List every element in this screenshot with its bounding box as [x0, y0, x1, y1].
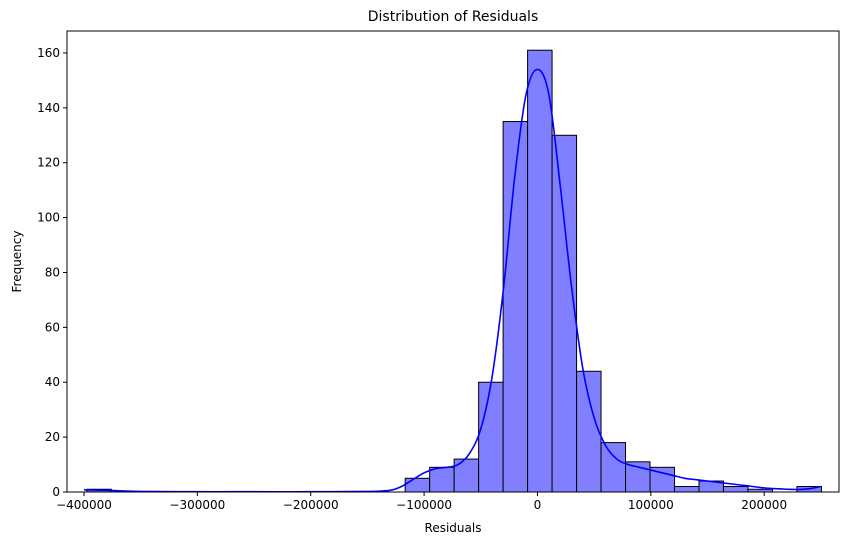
x-axis-label: Residuals: [425, 521, 482, 535]
y-tick-label: 40: [45, 375, 60, 389]
histogram-bar: [404, 477, 431, 493]
y-tick-label: 60: [45, 320, 60, 334]
x-axis-ticks: −400000 −300000 −200000 −100000 0 100000 20000…: [56, 492, 787, 512]
x-tick-label: −400000: [56, 498, 112, 512]
y-tick-label: 20: [45, 430, 60, 444]
histogram-bar: [576, 370, 602, 493]
x-tick-label: −200000: [283, 498, 339, 512]
y-axis-ticks: 0 20 40 60 80 100 120 140 160: [37, 46, 67, 499]
histogram-bar: [527, 49, 553, 493]
x-tick-label: 200000: [741, 498, 787, 512]
kde-layer: [83, 68, 822, 493]
histogram-bar: [600, 442, 627, 493]
histogram-bar: [722, 486, 749, 493]
histogram-bar: [674, 486, 700, 493]
x-tick-label: 0: [534, 498, 542, 512]
x-tick-label: −300000: [169, 498, 225, 512]
histogram-bar: [478, 381, 504, 493]
x-tick-label: −100000: [396, 498, 452, 512]
y-tick-label: 160: [37, 46, 60, 60]
y-axis-label: Frequency: [10, 231, 24, 293]
y-tick-label: 100: [37, 211, 60, 225]
y-tick-label: 120: [37, 156, 60, 170]
chart-title: Distribution of Residuals: [368, 9, 539, 25]
plot-frame: [66, 30, 840, 493]
bars-layer: [86, 49, 822, 493]
x-tick-label: 100000: [628, 498, 674, 512]
y-tick-label: 80: [45, 265, 60, 279]
y-tick-label: 0: [52, 485, 60, 499]
histogram-bar: [429, 466, 455, 493]
histogram-bar: [551, 134, 578, 493]
kde-line: [83, 68, 822, 493]
y-tick-label: 140: [37, 101, 60, 115]
